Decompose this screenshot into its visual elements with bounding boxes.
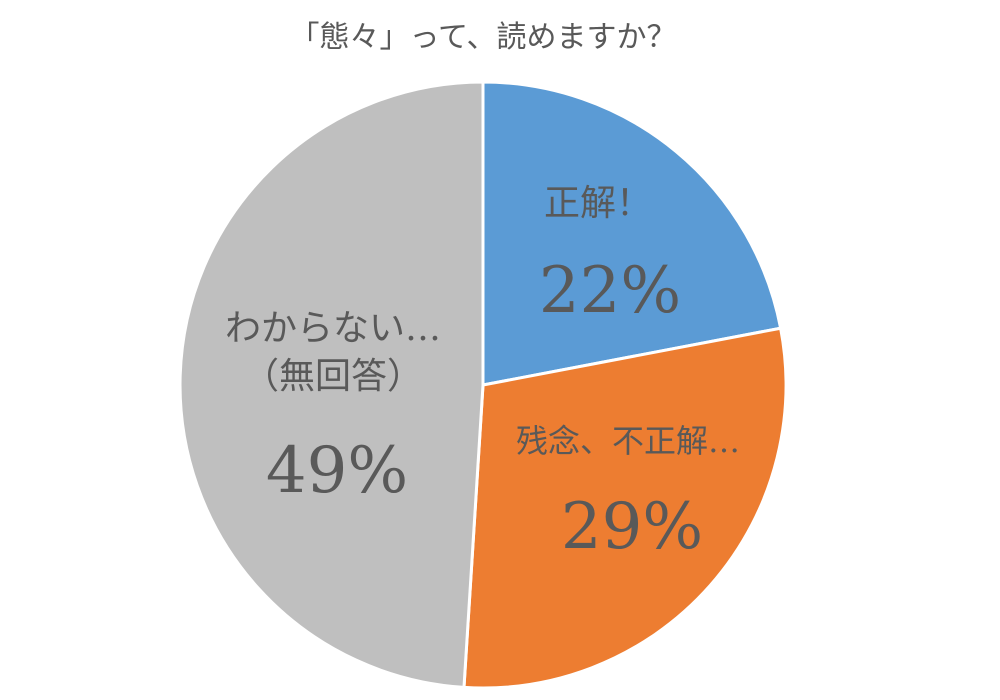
pie-slice-labels: 正解！ 22% 残念、不正解… 29% わからない… （無回答） 49% <box>225 183 740 564</box>
slice-value-1: 22% <box>539 254 681 328</box>
slice-value-2: 29% <box>561 490 703 564</box>
chart-title: 「態々」って、読めますか？ <box>290 20 677 55</box>
slice-value-3: 49% <box>266 434 408 508</box>
slice-label-3-line-2: （無回答） <box>243 356 423 397</box>
pie-slice-2 <box>462 326 788 690</box>
pie-slice-3 <box>178 80 485 689</box>
pie-slices <box>178 80 788 690</box>
pie-slice-1 <box>481 80 783 387</box>
slice-label-2: 残念、不正解… <box>516 422 740 460</box>
slice-label-3-line-1: わからない… <box>225 308 441 349</box>
slice-label-1: 正解！ <box>544 183 652 224</box>
